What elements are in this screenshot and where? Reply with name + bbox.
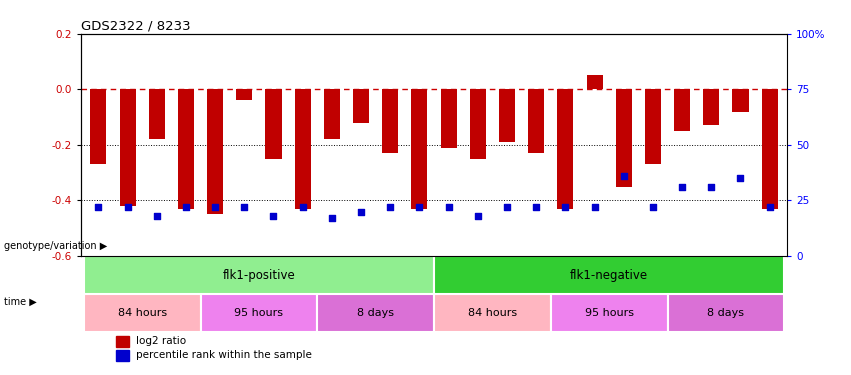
Point	[179, 204, 192, 210]
Bar	[201, 294, 317, 333]
Bar	[119, 89, 135, 206]
Text: 84 hours: 84 hours	[117, 308, 167, 318]
Point	[588, 204, 602, 210]
Text: 95 hours: 95 hours	[234, 308, 283, 318]
Point	[92, 204, 106, 210]
Point	[529, 204, 543, 210]
Bar	[324, 89, 340, 140]
Bar	[83, 256, 434, 294]
Bar	[762, 89, 778, 209]
Bar	[645, 89, 661, 164]
Text: 95 hours: 95 hours	[585, 308, 634, 318]
Point	[558, 204, 572, 210]
Bar	[557, 89, 574, 209]
Bar	[149, 89, 165, 140]
Bar	[294, 89, 311, 209]
Bar	[353, 89, 369, 123]
Point	[500, 204, 514, 210]
Bar	[667, 294, 785, 333]
Bar	[83, 294, 201, 333]
Bar	[441, 89, 457, 148]
Bar	[674, 89, 690, 131]
Bar	[470, 89, 486, 159]
Point	[150, 213, 163, 219]
Bar	[317, 294, 434, 333]
Bar	[499, 89, 515, 142]
Text: time ▶: time ▶	[4, 297, 37, 307]
Point	[471, 213, 484, 219]
Point	[208, 204, 222, 210]
Point	[734, 175, 747, 181]
Bar	[178, 89, 194, 209]
Bar	[528, 89, 544, 153]
Bar	[703, 89, 719, 126]
Bar	[116, 336, 129, 346]
Bar	[90, 89, 106, 164]
Point	[646, 204, 660, 210]
Point	[266, 213, 280, 219]
Point	[237, 204, 251, 210]
Bar	[237, 89, 252, 101]
Point	[676, 184, 689, 190]
Bar	[586, 75, 603, 89]
Point	[325, 215, 339, 221]
Bar	[411, 89, 427, 209]
Point	[121, 204, 134, 210]
Bar	[434, 256, 785, 294]
Point	[354, 209, 368, 214]
Point	[413, 204, 426, 210]
Text: log2 ratio: log2 ratio	[136, 336, 186, 346]
Point	[617, 173, 631, 179]
Text: genotype/variation ▶: genotype/variation ▶	[4, 241, 107, 250]
Bar	[616, 89, 631, 187]
Bar	[733, 89, 749, 111]
Text: flk1-positive: flk1-positive	[222, 268, 295, 282]
Point	[705, 184, 718, 190]
Bar	[434, 294, 551, 333]
Text: flk1-negative: flk1-negative	[570, 268, 648, 282]
Text: 8 days: 8 days	[707, 308, 745, 318]
Text: 84 hours: 84 hours	[468, 308, 517, 318]
Text: percentile rank within the sample: percentile rank within the sample	[136, 350, 311, 360]
Bar	[116, 350, 129, 361]
Point	[762, 204, 776, 210]
Bar	[266, 89, 282, 159]
Bar	[551, 294, 667, 333]
Bar	[207, 89, 223, 214]
Point	[384, 204, 397, 210]
Text: 8 days: 8 days	[357, 308, 394, 318]
Bar	[382, 89, 398, 153]
Point	[442, 204, 455, 210]
Point	[296, 204, 310, 210]
Text: GDS2322 / 8233: GDS2322 / 8233	[81, 20, 191, 33]
